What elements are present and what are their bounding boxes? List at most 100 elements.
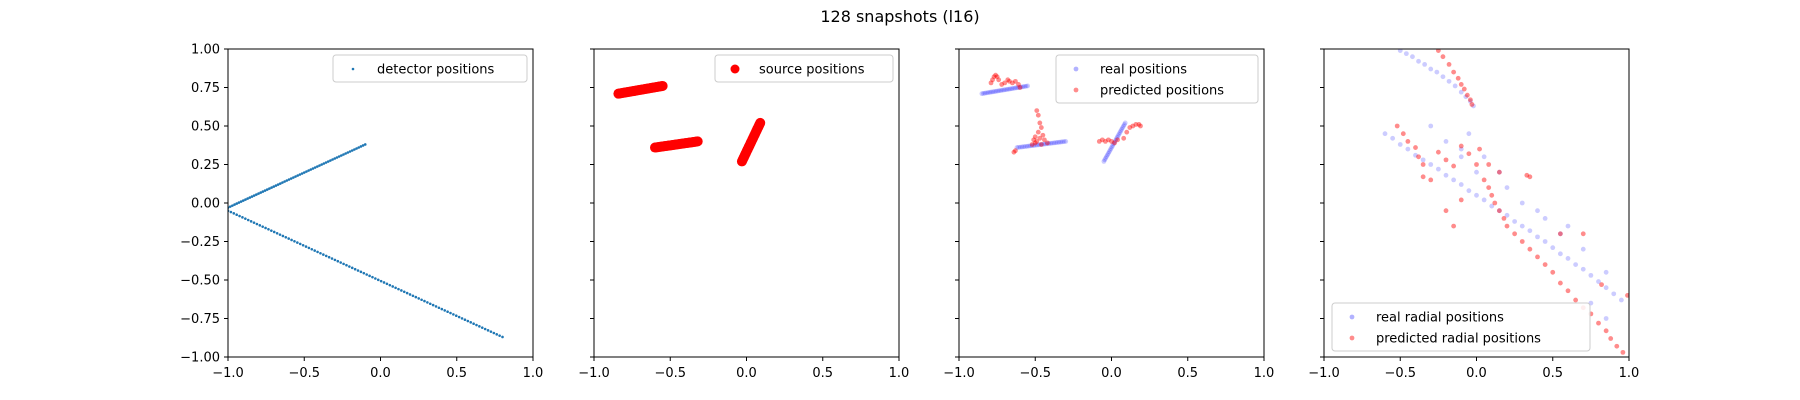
data-point — [1420, 157, 1426, 163]
data-point — [400, 289, 403, 292]
data-point — [1451, 69, 1457, 75]
data-point — [657, 80, 668, 91]
data-point — [1042, 137, 1047, 143]
data-point — [348, 150, 352, 153]
data-point — [1466, 188, 1472, 194]
data-point — [1105, 151, 1111, 156]
data-point — [1119, 126, 1125, 132]
data-point — [1557, 251, 1563, 257]
data-point — [411, 294, 415, 298]
data-point — [1102, 157, 1108, 163]
data-point — [235, 202, 239, 205]
data-point — [1006, 78, 1012, 84]
data-point — [1440, 54, 1446, 60]
data-point — [1122, 120, 1128, 126]
data-point — [1496, 208, 1502, 214]
data-point — [1113, 136, 1119, 142]
data-point — [1117, 130, 1123, 135]
data-point — [363, 143, 367, 146]
data-point — [1416, 154, 1421, 160]
data-point — [342, 153, 345, 156]
data-point — [348, 265, 351, 268]
legend-marker — [1349, 314, 1355, 320]
data-point — [996, 88, 1002, 94]
data-point — [1018, 84, 1024, 90]
data-point — [1542, 262, 1548, 267]
data-point — [293, 239, 296, 243]
data-point — [1435, 49, 1441, 53]
data-point — [1038, 125, 1044, 130]
data-point — [322, 162, 326, 165]
data-point — [359, 270, 363, 274]
data-point — [1397, 142, 1403, 147]
data-point — [1519, 200, 1525, 206]
data-point — [472, 322, 475, 325]
y-tick-label: −1.00 — [180, 351, 220, 366]
legend-label: predicted positions — [1100, 84, 1224, 99]
data-point — [1103, 155, 1109, 161]
legend-box — [714, 54, 894, 83]
data-point — [982, 90, 988, 96]
data-point — [1596, 320, 1601, 326]
data-point — [257, 192, 260, 195]
data-point — [1512, 231, 1518, 237]
data-point — [336, 259, 340, 263]
data-point — [278, 182, 282, 185]
plot-area — [613, 80, 766, 167]
data-point — [1115, 137, 1120, 143]
data-point — [287, 237, 290, 240]
data-point — [755, 117, 766, 128]
data-point — [229, 210, 233, 214]
data-point — [374, 277, 377, 280]
y-tick-label: 0.00 — [191, 197, 220, 212]
plot-area — [1382, 49, 1629, 355]
data-point — [495, 333, 499, 336]
data-point — [1013, 148, 1018, 154]
y-tick-label: −0.25 — [180, 235, 220, 250]
data-point — [1443, 139, 1449, 144]
x-tick-label: −1.0 — [578, 366, 610, 381]
data-point — [1496, 169, 1502, 175]
data-point — [1035, 112, 1041, 118]
legend-marker — [1073, 66, 1079, 72]
legend-label: detector positions — [377, 63, 495, 78]
data-point — [1580, 231, 1586, 237]
data-point — [1004, 87, 1010, 92]
data-point — [996, 77, 1002, 83]
data-point — [320, 163, 323, 166]
data-point — [1405, 139, 1411, 144]
data-point — [1007, 86, 1013, 92]
data-point — [307, 169, 310, 172]
legend-box — [1055, 54, 1259, 104]
data-point — [999, 82, 1005, 87]
data-point — [988, 80, 994, 86]
data-point — [359, 145, 363, 148]
data-point — [237, 201, 241, 204]
data-point — [1400, 131, 1406, 137]
data-point — [466, 319, 470, 323]
legend-label: predicted radial positions — [1376, 332, 1541, 347]
data-point — [1608, 336, 1614, 341]
data-point — [255, 222, 259, 226]
data-point — [1614, 343, 1620, 349]
data-point — [1053, 140, 1059, 146]
data-point — [1486, 162, 1492, 167]
data-point — [1103, 139, 1108, 144]
data-point — [379, 279, 383, 283]
data-point — [1466, 131, 1472, 137]
panels: −1.0 −0.5 0.0 0.5 1.0 1.00 0.75 0.50 0.25 0.00 −0.… — [180, 43, 1639, 382]
data-point — [1011, 149, 1017, 155]
data-point — [287, 178, 291, 181]
data-point — [1416, 58, 1421, 64]
data-point — [244, 198, 247, 201]
data-point — [1410, 54, 1415, 60]
chart-panel-2: −1.0 −0.5 0.0 0.5 1.0 source positions — [578, 48, 909, 381]
data-point — [1130, 123, 1136, 129]
data-point — [1565, 288, 1571, 294]
data-point — [1023, 83, 1029, 89]
data-point — [233, 203, 236, 206]
x-tick-label: 0.0 — [1466, 366, 1487, 381]
y-tick-label: −0.50 — [180, 274, 220, 289]
data-point — [356, 269, 360, 272]
data-point — [1011, 85, 1016, 91]
